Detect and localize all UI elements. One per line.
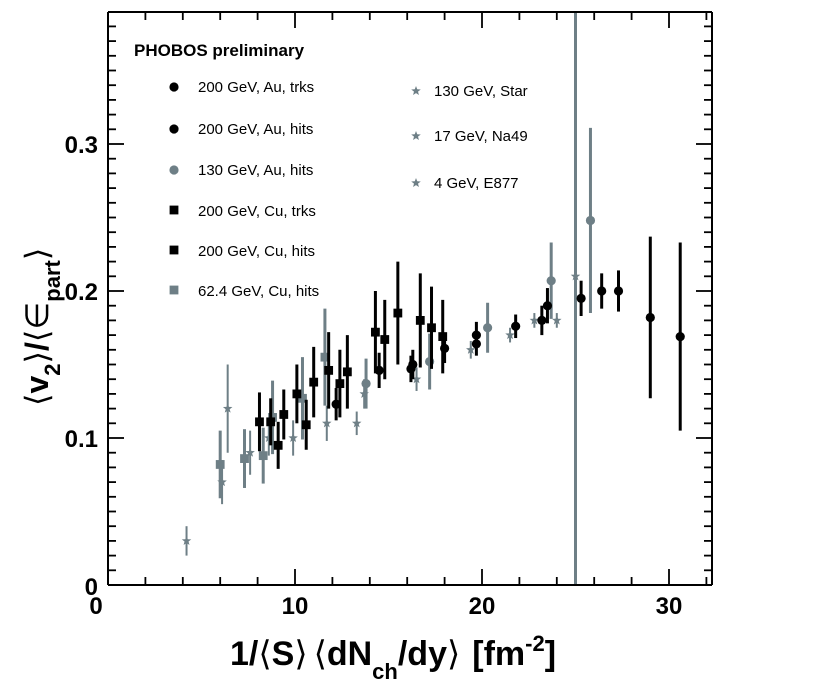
data-point-star xyxy=(322,418,332,428)
legend-marker-star xyxy=(411,86,421,96)
data-point-circle xyxy=(585,215,596,226)
data-point-square xyxy=(240,454,249,463)
data-point-star xyxy=(264,433,274,443)
legend-marker-square xyxy=(169,205,179,215)
data-point-star xyxy=(552,315,562,325)
data-point-square xyxy=(215,460,225,469)
data-point-circle xyxy=(546,276,556,286)
y-tick-label: 0 xyxy=(85,574,98,601)
legend-column-2-markers xyxy=(411,86,421,188)
y-tick-labels: 0 0.1 0.2 0.3 xyxy=(65,132,98,601)
data-point-star xyxy=(351,418,362,428)
x-tick-label: 10 xyxy=(282,593,309,620)
data-point-circle xyxy=(645,312,655,323)
y-axis-title: ⟨v2⟩/⟨∈part⟩ xyxy=(19,248,65,406)
y-tick-label: 0.2 xyxy=(65,279,98,306)
data-point-circle xyxy=(471,339,481,349)
x-axis-title: 1/⟨S⟩ ⟨dNch/dy⟩ [fm-2] xyxy=(230,631,556,684)
data-point-star xyxy=(570,271,581,281)
series-star-grey xyxy=(181,264,581,556)
legend-marker-square xyxy=(169,285,179,295)
legend-marker-square xyxy=(169,245,179,255)
legend-label: 62.4 GeV, Cu, hits xyxy=(198,283,319,300)
legend-marker-star xyxy=(411,131,421,141)
legend-label: 200 GeV, Cu, trks xyxy=(198,203,316,220)
data-point-star xyxy=(222,403,233,413)
legend-marker-circle xyxy=(169,82,179,92)
data-point-square xyxy=(298,393,307,403)
y-tick-label: 0.1 xyxy=(65,426,98,453)
data-point-circle xyxy=(511,321,521,331)
data-point-square xyxy=(309,377,319,387)
legend-column-2: 130 GeV, Star 17 GeV, Na49 4 GeV, E877 xyxy=(434,83,528,192)
data-point-square xyxy=(268,413,277,422)
legend-title: PHOBOS preliminary xyxy=(134,41,305,60)
legend-label: 200 GeV, Cu, hits xyxy=(198,243,315,260)
x-tick-labels: 0 10 20 30 xyxy=(89,593,682,620)
data-point-circle xyxy=(597,286,607,296)
data-point-square xyxy=(279,410,289,419)
x-tick-label: 20 xyxy=(469,593,496,620)
data-point-square xyxy=(255,417,264,427)
x-tick-label: 30 xyxy=(656,593,683,620)
data-point-square xyxy=(415,316,425,325)
legend-label: 200 GeV, Au, trks xyxy=(198,79,314,96)
data-point-circle xyxy=(576,293,586,303)
data-point-circle xyxy=(613,286,624,296)
data-point-circle xyxy=(361,379,371,389)
data-point-square xyxy=(380,335,390,344)
legend-label: 200 GeV, Au, hits xyxy=(198,121,313,138)
legend-column-1-markers xyxy=(169,82,179,295)
data-point-square xyxy=(371,327,380,337)
data-point-star xyxy=(505,330,515,340)
data-point-square xyxy=(427,323,436,333)
data-point-square xyxy=(273,440,283,450)
data-point-circle xyxy=(406,364,416,374)
data-point-square xyxy=(292,389,302,399)
y-tick-label: 0.3 xyxy=(65,132,98,159)
data-point-star xyxy=(217,477,227,487)
data-point-star xyxy=(288,433,298,443)
data-point-star xyxy=(245,447,255,457)
data-point-square xyxy=(393,308,403,318)
data-point-square xyxy=(324,365,334,375)
data-point-square xyxy=(266,417,276,427)
data-point-circle xyxy=(542,301,553,311)
data-point-square xyxy=(342,367,352,377)
data-point-square xyxy=(335,379,345,389)
series-circle-grey xyxy=(361,127,596,409)
series-square-grey xyxy=(215,308,330,499)
data-point-square xyxy=(258,451,268,461)
legend-marker-circle xyxy=(169,124,179,134)
data-point-square xyxy=(320,352,330,362)
data-point-square xyxy=(301,420,311,430)
data-point-square xyxy=(438,332,448,341)
legend-column-1: 200 GeV, Au, trks 200 GeV, Au, hits 130 … xyxy=(198,79,319,300)
x-tick-label: 0 xyxy=(89,593,102,620)
legend-marker-star xyxy=(411,178,421,188)
data-point-circle xyxy=(483,323,493,333)
data-point-circle xyxy=(537,315,547,325)
data-point-star xyxy=(181,535,192,545)
data-point-star xyxy=(411,374,422,384)
legend-label: 17 GeV, Na49 xyxy=(434,128,528,145)
data-point-star xyxy=(529,315,540,325)
data-point-star xyxy=(359,388,369,398)
legend-label: 130 GeV, Au, hits xyxy=(198,162,313,179)
data-point-star xyxy=(466,344,476,354)
legend-marker-circle xyxy=(169,165,179,175)
axes xyxy=(107,11,713,586)
legend-label: 4 GeV, E877 xyxy=(434,175,519,192)
data-marks xyxy=(181,127,685,556)
series-square-black xyxy=(255,261,448,469)
series-circle-black xyxy=(331,236,685,431)
legend-label: 130 GeV, Star xyxy=(434,83,528,100)
data-point-circle xyxy=(675,331,685,342)
